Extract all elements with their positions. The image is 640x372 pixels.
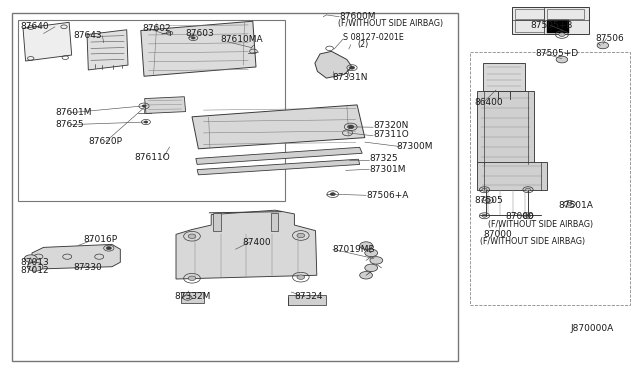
Text: 87013: 87013 xyxy=(20,258,49,267)
Text: 87019MB: 87019MB xyxy=(333,245,376,254)
Polygon shape xyxy=(315,51,352,78)
Circle shape xyxy=(365,264,378,272)
Bar xyxy=(470,52,630,305)
Bar xyxy=(483,63,525,91)
Text: 87602: 87602 xyxy=(142,24,171,33)
Text: 87505+D: 87505+D xyxy=(535,49,578,58)
Text: 87643: 87643 xyxy=(74,31,102,40)
Polygon shape xyxy=(87,30,128,70)
Bar xyxy=(547,9,584,19)
Circle shape xyxy=(482,188,487,191)
Text: 87012: 87012 xyxy=(20,266,49,275)
Polygon shape xyxy=(32,244,120,269)
Text: 87000: 87000 xyxy=(484,230,513,239)
Bar xyxy=(271,213,278,231)
Bar xyxy=(213,213,221,231)
Polygon shape xyxy=(176,210,317,279)
Polygon shape xyxy=(196,147,362,164)
Text: 87505: 87505 xyxy=(474,196,503,205)
Text: 87301M: 87301M xyxy=(369,165,406,174)
Polygon shape xyxy=(192,105,365,149)
Text: 87611O: 87611O xyxy=(134,153,170,162)
Circle shape xyxy=(330,193,335,196)
Bar xyxy=(12,13,458,361)
Circle shape xyxy=(360,242,372,249)
Text: J870000A: J870000A xyxy=(571,324,614,333)
Bar xyxy=(515,9,545,19)
Circle shape xyxy=(106,247,111,250)
Bar xyxy=(477,162,547,190)
Circle shape xyxy=(297,275,305,279)
Circle shape xyxy=(297,233,305,238)
Text: 87325: 87325 xyxy=(369,154,398,163)
Circle shape xyxy=(144,121,148,123)
Circle shape xyxy=(365,249,378,257)
Bar xyxy=(512,7,589,34)
Circle shape xyxy=(348,125,354,129)
Circle shape xyxy=(482,214,487,217)
Text: 87506: 87506 xyxy=(595,34,624,43)
Polygon shape xyxy=(197,159,360,175)
Circle shape xyxy=(370,257,383,264)
Circle shape xyxy=(24,255,37,262)
Text: (2): (2) xyxy=(357,40,369,49)
Text: 87016P: 87016P xyxy=(83,235,117,244)
Circle shape xyxy=(360,272,372,279)
Text: 87000: 87000 xyxy=(506,212,534,221)
Circle shape xyxy=(485,199,490,202)
Circle shape xyxy=(597,42,609,49)
Circle shape xyxy=(525,214,531,217)
Text: 87506+A: 87506+A xyxy=(366,191,408,200)
Text: (F/WITHOUT SIDE AIRBAG): (F/WITHOUT SIDE AIRBAG) xyxy=(338,19,443,28)
Circle shape xyxy=(28,262,43,271)
Text: 87501A: 87501A xyxy=(558,201,593,210)
Text: 87311O: 87311O xyxy=(373,130,409,139)
Bar xyxy=(288,295,326,305)
Circle shape xyxy=(556,56,568,63)
Polygon shape xyxy=(23,22,72,61)
Circle shape xyxy=(142,105,146,107)
Bar xyxy=(18,20,285,201)
Text: 87320N: 87320N xyxy=(373,121,408,130)
Text: 87600M: 87600M xyxy=(339,12,376,21)
Circle shape xyxy=(188,234,196,238)
Circle shape xyxy=(567,202,572,205)
Circle shape xyxy=(188,276,196,280)
Text: 87601M: 87601M xyxy=(55,108,92,117)
Text: 87332M: 87332M xyxy=(174,292,211,301)
Circle shape xyxy=(559,33,565,36)
Text: 87324: 87324 xyxy=(294,292,323,301)
Text: 87610MA: 87610MA xyxy=(221,35,264,44)
Text: 87505+B: 87505+B xyxy=(530,21,572,30)
Text: 87620P: 87620P xyxy=(88,137,122,146)
Bar xyxy=(477,91,534,164)
Bar xyxy=(547,20,569,33)
Bar xyxy=(181,292,204,303)
Circle shape xyxy=(349,66,355,69)
Text: 87331N: 87331N xyxy=(333,73,368,81)
Text: 87400: 87400 xyxy=(242,238,271,247)
Circle shape xyxy=(525,188,531,191)
Text: 87330: 87330 xyxy=(74,263,102,272)
Text: 87640: 87640 xyxy=(20,22,49,31)
Polygon shape xyxy=(141,21,256,76)
Text: 87603: 87603 xyxy=(186,29,214,38)
Text: 86400: 86400 xyxy=(474,98,503,107)
Text: (F/WITHOUT SIDE AIRBAG): (F/WITHOUT SIDE AIRBAG) xyxy=(488,220,593,229)
Bar xyxy=(515,20,545,32)
Circle shape xyxy=(191,37,195,39)
Text: 87300M: 87300M xyxy=(397,142,433,151)
Text: (F/WITHOUT SIDE AIRBAG): (F/WITHOUT SIDE AIRBAG) xyxy=(480,237,585,246)
Text: S 08127-0201E: S 08127-0201E xyxy=(343,33,404,42)
Polygon shape xyxy=(145,97,186,113)
Text: 87625: 87625 xyxy=(55,120,84,129)
